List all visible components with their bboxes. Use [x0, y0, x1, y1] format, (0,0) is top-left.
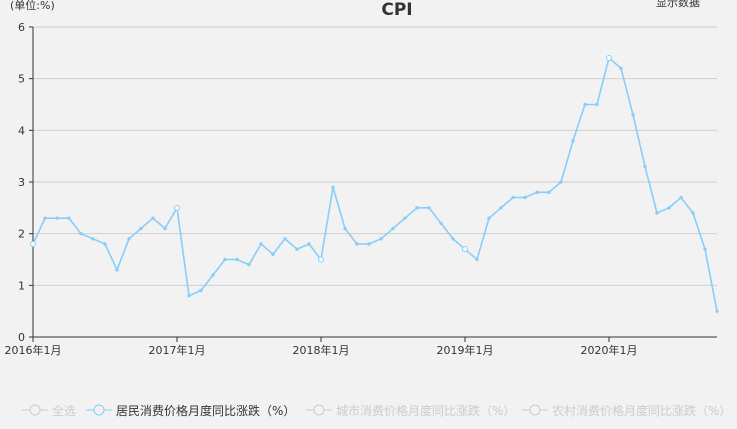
data-point[interactable]: [355, 242, 359, 246]
data-point[interactable]: [631, 113, 635, 117]
data-point[interactable]: [103, 242, 107, 246]
data-point[interactable]: [547, 190, 551, 195]
grid-lines: [33, 26, 717, 286]
data-point[interactable]: [606, 55, 612, 61]
data-point[interactable]: [139, 226, 143, 231]
data-point[interactable]: [67, 216, 71, 220]
data-point[interactable]: [415, 206, 419, 210]
y-tick-label: 4: [18, 124, 25, 137]
data-point[interactable]: [343, 226, 347, 231]
legend-item-resident-cpi[interactable]: 居民消费价格月度同比涨跌（%）: [86, 398, 295, 422]
legend-marker-icon: [22, 404, 48, 416]
data-point[interactable]: [535, 190, 539, 195]
data-point[interactable]: [643, 164, 647, 169]
data-point[interactable]: [559, 180, 563, 184]
data-point[interactable]: [462, 246, 468, 253]
legend-label: 全选: [52, 403, 77, 418]
y-tick-label: 3: [18, 176, 25, 189]
data-point[interactable]: [43, 216, 47, 220]
data-point[interactable]: [511, 195, 515, 200]
series-line-cpi: [32, 56, 718, 312]
data-point[interactable]: [595, 102, 599, 107]
legend-label: 农村消费价格月度同比涨跌（%）: [552, 403, 732, 418]
data-point[interactable]: [667, 206, 671, 210]
data-point[interactable]: [259, 242, 263, 246]
chart-title: CPI: [381, 0, 413, 20]
data-point[interactable]: [271, 252, 275, 257]
legend-item-urban-cpi[interactable]: 城市消费价格月度同比涨跌（%）: [306, 398, 515, 422]
data-point[interactable]: [307, 242, 311, 246]
x-tick-label: 2019年1月: [437, 343, 494, 357]
data-point[interactable]: [30, 241, 36, 247]
data-point[interactable]: [318, 256, 324, 263]
data-point[interactable]: [367, 242, 371, 246]
legend-marker-icon: [86, 404, 112, 416]
legend: 全选 居民消费价格月度同比涨跌（%） 城市消费价格月度同比涨跌（%） 农村消费价…: [0, 398, 737, 422]
y-tick-label: 6: [18, 21, 25, 34]
data-point[interactable]: [583, 102, 587, 107]
y-axis-unit-label: (单位:%): [10, 0, 55, 12]
data-point[interactable]: [439, 221, 443, 226]
data-point[interactable]: [295, 247, 299, 251]
data-point[interactable]: [475, 257, 479, 262]
data-point[interactable]: [487, 216, 491, 220]
data-point[interactable]: [451, 237, 455, 241]
legend-marker-icon: [306, 404, 332, 416]
y-tick-label: 0: [18, 331, 25, 344]
x-tick-label: 2020年1月: [581, 343, 638, 357]
legend-item-rural-cpi[interactable]: 农村消费价格月度同比涨跌（%）: [522, 398, 731, 422]
data-point[interactable]: [571, 138, 575, 143]
data-point[interactable]: [523, 195, 527, 200]
data-point[interactable]: [127, 237, 131, 241]
data-point[interactable]: [379, 237, 383, 241]
data-point[interactable]: [427, 206, 431, 210]
legend-label: 居民消费价格月度同比涨跌（%）: [116, 403, 296, 418]
data-point[interactable]: [499, 206, 503, 210]
legend-marker-icon: [522, 404, 548, 416]
x-tick-label: 2017年1月: [149, 343, 206, 357]
x-tick-label: 2018年1月: [293, 343, 350, 357]
cpi-line-chart: 0 1 2 3 4 5 6 2016年1月 2017年1月 2018年1月 2019年1月 2020…: [5, 21, 719, 357]
data-point[interactable]: [211, 273, 215, 277]
data-point[interactable]: [619, 66, 623, 71]
data-point[interactable]: [79, 231, 83, 236]
data-point[interactable]: [187, 293, 191, 298]
legend-item-select-all[interactable]: 全选: [22, 398, 76, 422]
data-point[interactable]: [283, 237, 287, 241]
data-point[interactable]: [174, 204, 180, 211]
data-point[interactable]: [391, 226, 395, 231]
data-point[interactable]: [331, 185, 335, 189]
data-point[interactable]: [691, 211, 695, 215]
y-tick-label: 2: [18, 228, 25, 241]
data-point[interactable]: [715, 309, 719, 313]
legend-label: 城市消费价格月度同比涨跌（%）: [336, 403, 516, 418]
x-tick-label: 2016年1月: [5, 343, 62, 357]
y-tick-label: 1: [18, 279, 25, 292]
data-point[interactable]: [235, 257, 239, 262]
x-axis: 2016年1月 2017年1月 2018年1月 2019年1月 2020年1月: [5, 336, 717, 357]
data-point[interactable]: [403, 216, 407, 220]
data-point[interactable]: [163, 226, 167, 231]
data-points: [30, 55, 719, 313]
data-point[interactable]: [223, 257, 227, 262]
show-data-button[interactable]: 显示数据: [656, 0, 700, 9]
data-point[interactable]: [199, 288, 203, 293]
data-point[interactable]: [151, 216, 155, 220]
data-point[interactable]: [703, 247, 707, 251]
y-axis: 0 1 2 3 4 5 6: [18, 21, 34, 344]
data-point[interactable]: [115, 268, 119, 272]
data-point[interactable]: [247, 262, 251, 267]
data-point[interactable]: [91, 237, 95, 241]
y-tick-label: 5: [18, 73, 25, 86]
data-point[interactable]: [55, 216, 59, 220]
data-point[interactable]: [655, 211, 659, 215]
data-point[interactable]: [679, 195, 683, 200]
